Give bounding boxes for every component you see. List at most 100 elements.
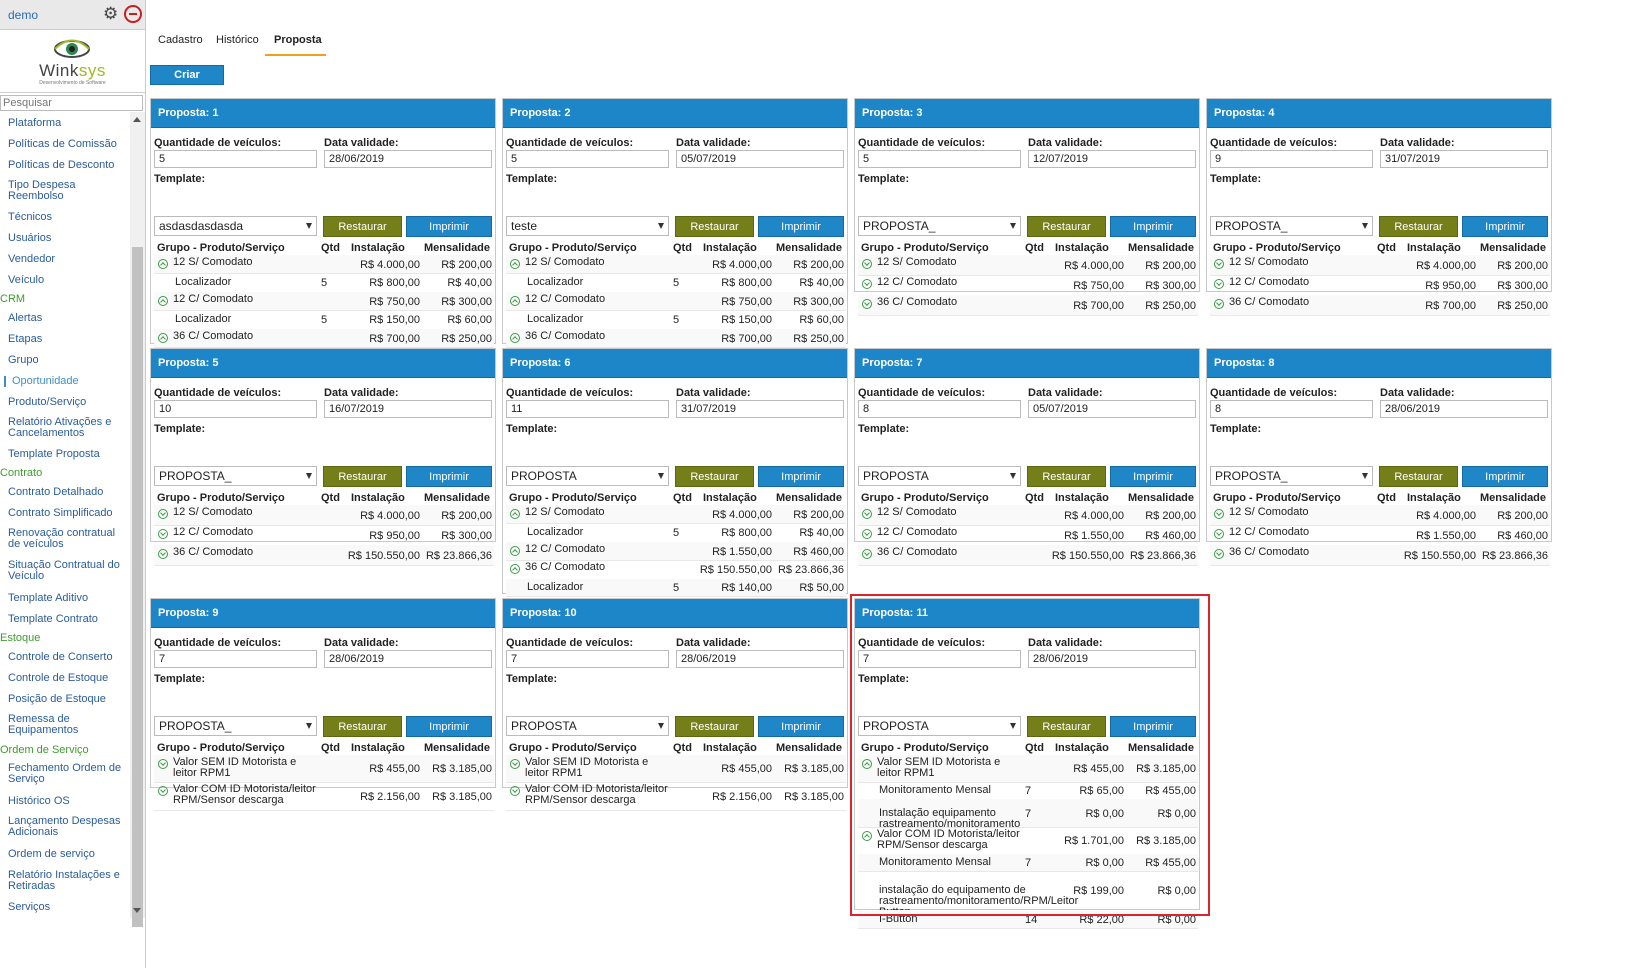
menu-item[interactable]: Renovação contratual de veículos [8,527,116,550]
scrollbar-thumb[interactable] [132,247,143,927]
template-select[interactable]: PROPOSTA_ [154,716,317,736]
chevron-down-icon[interactable] [158,529,168,539]
restore-button[interactable]: Restaurar [1379,216,1458,237]
menu-item[interactable]: Alertas [8,312,43,324]
menu-category[interactable]: CRM [0,293,26,305]
template-select[interactable]: PROPOSTA_ [154,466,317,486]
chevron-down-icon[interactable] [862,549,872,559]
restore-button[interactable]: Restaurar [675,716,754,737]
print-button[interactable]: Imprimir [758,716,844,737]
qty-input[interactable]: 5 [154,150,317,168]
template-select[interactable]: PROPOSTA [506,466,669,486]
chevron-up-icon[interactable] [510,333,520,343]
qty-input[interactable]: 5 [506,150,669,168]
chevron-down-icon[interactable] [1214,259,1224,269]
template-select[interactable]: asdasdasdasda [154,216,317,236]
menu-item[interactable]: Grupo [8,354,39,366]
menu-item[interactable]: Controle de Estoque [8,672,109,684]
menu-item[interactable]: Relatório Ativações e Cancelamentos [8,416,112,439]
chevron-up-icon[interactable] [158,259,168,269]
validity-input[interactable]: 12/07/2019 [1028,150,1196,168]
restore-button[interactable]: Restaurar [1379,466,1458,487]
chevron-down-icon[interactable] [158,509,168,519]
menu-item[interactable]: Remessa de Equipamentos [8,713,79,736]
validity-input[interactable]: 05/07/2019 [676,150,844,168]
print-button[interactable]: Imprimir [758,216,844,237]
gear-icon[interactable]: ⚙ [103,4,119,23]
qty-input[interactable]: 9 [1210,150,1373,168]
template-select[interactable]: teste [506,216,669,236]
restore-button[interactable]: Restaurar [1027,716,1106,737]
menu-item[interactable]: Relatório Instalações e Retiradas [8,869,120,892]
menu-category[interactable]: Estoque [0,632,41,644]
tab-historico[interactable]: Histórico [216,34,259,46]
chevron-down-icon[interactable] [510,786,520,796]
menu-item[interactable]: Políticas de Comissão [8,138,117,150]
menu-category[interactable]: Ordem de Serviço [0,744,89,756]
menu-item[interactable]: Veículo [8,274,45,286]
menu-item[interactable]: Ordem de serviço [8,848,95,860]
menu-item[interactable]: Oportunidade [4,376,134,387]
validity-input[interactable]: 31/07/2019 [1380,150,1548,168]
menu-item[interactable]: Serviços [8,901,51,913]
chevron-down-icon[interactable] [158,759,168,769]
chevron-up-icon[interactable] [862,831,872,841]
print-button[interactable]: Imprimir [1110,466,1196,487]
logout-icon[interactable] [124,5,142,23]
qty-input[interactable]: 7 [154,650,317,668]
chevron-up-icon[interactable] [510,564,520,574]
validity-input[interactable]: 28/06/2019 [324,150,492,168]
chevron-up-icon[interactable] [510,546,520,556]
create-proposal-button[interactable]: Criar Proposta [150,65,224,99]
chevron-down-icon[interactable] [1214,549,1224,559]
tab-proposta[interactable]: Proposta [274,34,322,46]
chevron-down-icon[interactable] [158,786,168,796]
validity-input[interactable]: 28/06/2019 [676,650,844,668]
menu-item[interactable]: Vendedor [8,253,56,265]
chevron-down-icon[interactable] [862,299,872,309]
chevron-up-icon[interactable] [510,296,520,306]
restore-button[interactable]: Restaurar [675,466,754,487]
menu-item[interactable]: Controle de Conserto [8,651,113,663]
menu-item[interactable]: Histórico OS [8,795,70,807]
menu-item[interactable]: Lançamento Despesas Adicionais [8,815,121,838]
print-button[interactable]: Imprimir [1110,216,1196,237]
chevron-up-icon[interactable] [158,333,168,343]
menu-item[interactable]: Template Proposta [8,448,100,460]
template-select[interactable]: PROPOSTA [858,716,1021,736]
chevron-up-icon[interactable] [862,759,872,769]
restore-button[interactable]: Restaurar [675,216,754,237]
qty-input[interactable]: 8 [1210,400,1373,418]
restore-button[interactable]: Restaurar [1027,216,1106,237]
validity-input[interactable]: 05/07/2019 [1028,400,1196,418]
tab-cadastro[interactable]: Cadastro [158,34,203,46]
user-link[interactable]: demo [8,8,39,22]
validity-input[interactable]: 31/07/2019 [676,400,844,418]
chevron-down-icon[interactable] [862,259,872,269]
menu-item[interactable]: Plataforma [8,117,62,129]
print-button[interactable]: Imprimir [406,466,492,487]
template-select[interactable]: PROPOSTA_ [1210,216,1373,236]
qty-input[interactable]: 11 [506,400,669,418]
menu-item[interactable]: Situação Contratual do Veículo [8,559,120,582]
qty-input[interactable]: 5 [858,150,1021,168]
qty-input[interactable]: 8 [858,400,1021,418]
menu-item[interactable]: Tipo Despesa Reembolso [8,179,76,202]
print-button[interactable]: Imprimir [1110,716,1196,737]
restore-button[interactable]: Restaurar [323,716,402,737]
chevron-down-icon[interactable] [1214,299,1224,309]
print-button[interactable]: Imprimir [758,466,844,487]
restore-button[interactable]: Restaurar [1027,466,1106,487]
print-button[interactable]: Imprimir [1462,216,1548,237]
menu-item[interactable]: Template Aditivo [8,592,89,604]
menu-item[interactable]: Técnicos [8,211,53,223]
menu-item[interactable]: Contrato Simplificado [8,507,113,519]
print-button[interactable]: Imprimir [406,216,492,237]
chevron-down-icon[interactable] [1214,509,1224,519]
validity-input[interactable]: 28/06/2019 [324,650,492,668]
template-select[interactable]: PROPOSTA_ [858,216,1021,236]
validity-input[interactable]: 28/06/2019 [1028,650,1196,668]
search-input[interactable] [0,95,143,111]
chevron-down-icon[interactable] [862,529,872,539]
restore-button[interactable]: Restaurar [323,466,402,487]
